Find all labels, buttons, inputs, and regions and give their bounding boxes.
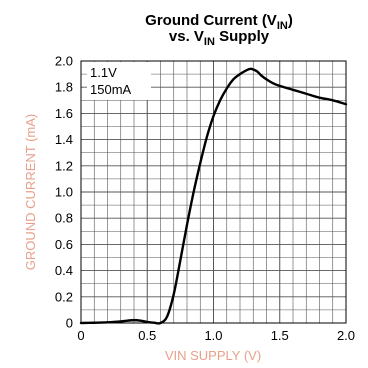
y-tick-label: 1.2 — [55, 158, 73, 173]
y-tick-label: 1.4 — [55, 132, 73, 147]
y-axis-ticks: 0 0.2 0.4 0.6 0.8 1.0 1.2 1.4 1.6 1.8 2.0 — [55, 54, 73, 331]
y-tick-label: 1.0 — [55, 185, 73, 200]
annotation-voltage: 1.1V — [90, 65, 117, 80]
y-tick-label: 0.6 — [55, 237, 73, 252]
x-tick-label: 0.5 — [138, 328, 156, 343]
title-line-1: Ground Current (VIN) — [145, 12, 293, 32]
y-tick-label: 0.8 — [55, 211, 73, 226]
y-axis-label: GROUND CURRENT (mA) — [23, 114, 38, 270]
x-tick-label: 0 — [77, 328, 84, 343]
y-tick-label: 0.2 — [55, 289, 73, 304]
x-tick-label: 2.0 — [337, 328, 355, 343]
x-axis-ticks: 0 0.5 1.0 1.5 2.0 — [77, 328, 355, 343]
title-line-2: vs. VIN Supply — [169, 28, 270, 48]
x-tick-label: 1.5 — [271, 328, 289, 343]
annotation-box: 1.1V 150mA — [87, 62, 151, 100]
annotation-background — [87, 62, 151, 100]
y-tick-label: 2.0 — [55, 54, 73, 69]
y-tick-label: 0 — [66, 316, 73, 331]
y-tick-label: 0.4 — [55, 263, 73, 278]
x-axis-label: VIN SUPPLY (V) — [165, 348, 261, 363]
x-tick-label: 1.0 — [204, 328, 222, 343]
y-tick-label: 1.8 — [55, 80, 73, 95]
y-tick-label: 1.6 — [55, 106, 73, 121]
series-line — [79, 67, 348, 325]
chart-title: Ground Current (VIN) vs. VIN Supply — [145, 12, 293, 48]
plot-frame — [80, 60, 347, 324]
annotation-current: 150mA — [90, 82, 132, 97]
grid — [81, 61, 346, 323]
